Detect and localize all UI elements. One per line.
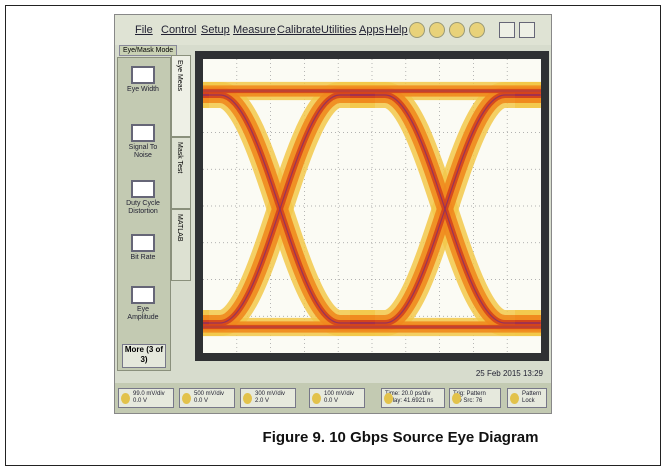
- menu-item[interactable]: File: [135, 24, 153, 36]
- measure-button[interactable]: Eye Amplitude: [121, 286, 165, 322]
- channel-button[interactable]: 300 mV/div 2.0 V: [240, 388, 296, 408]
- measure-button[interactable]: Duty Cycle Distortion: [121, 180, 165, 216]
- page: {"menu": {"items": ["File", "Control", "…: [0, 0, 666, 472]
- toolbar-icon[interactable]: [469, 22, 485, 38]
- button-label: Eye Width: [127, 86, 159, 93]
- channel-button[interactable]: 100 mV/div 0.0 V: [309, 388, 365, 408]
- channel-button[interactable]: 99.0 mV/div 0.0 V: [118, 388, 174, 408]
- measure-panel: Eye Width Signal To Noise Duty Cycle Dis…: [117, 57, 171, 371]
- restore-button[interactable]: [519, 22, 535, 38]
- tab-label: MATLAB: [176, 214, 183, 242]
- button-label: Bit Rate: [131, 254, 156, 261]
- channel-button[interactable]: 500 mV/div 0.0 V: [179, 388, 235, 408]
- tab[interactable]: Mask Test: [171, 137, 191, 209]
- more-button[interactable]: More (3 of 3): [122, 344, 166, 368]
- menu-item[interactable]: Setup: [201, 24, 230, 36]
- menu-item[interactable]: Control: [161, 24, 196, 36]
- menu-item[interactable]: Utilities: [321, 24, 356, 36]
- toolbar-icon[interactable]: [409, 22, 425, 38]
- toolbar-icon[interactable]: [429, 22, 445, 38]
- tab-label: Mask Test: [176, 142, 183, 173]
- tab-label: Eye Meas: [176, 60, 183, 91]
- measure-button[interactable]: Bit Rate: [121, 234, 165, 262]
- measure-button[interactable]: Signal To Noise: [121, 124, 165, 160]
- status-bar: 99.0 mV/div 0.0 V 500 mV/div 0.0 V 300 m…: [115, 383, 551, 413]
- button-label: Signal To Noise: [129, 144, 158, 159]
- timestamp: 25 Feb 2015 13:29: [476, 369, 543, 378]
- measure-button[interactable]: Eye Width: [121, 66, 165, 94]
- timebase-button[interactable]: Time: 20.0 ps/div Delay: 41.6921 ns: [381, 388, 445, 408]
- menu-item[interactable]: Calibrate: [277, 24, 321, 36]
- scope-display: [195, 51, 549, 361]
- trigger-button[interactable]: Trig: Pattern CD Src: 76: [449, 388, 501, 408]
- menu-item[interactable]: Measure: [233, 24, 276, 36]
- toolbar-icon[interactable]: [449, 22, 465, 38]
- menu-item[interactable]: Apps: [359, 24, 384, 36]
- menu-bar: File Control Setup Measure Calibrate Uti…: [115, 15, 551, 45]
- menu-item[interactable]: Help: [385, 24, 408, 36]
- tab[interactable]: Eye Meas: [171, 55, 191, 137]
- button-label: Duty Cycle Distortion: [126, 200, 160, 215]
- scope-screenshot: File Control Setup Measure Calibrate Uti…: [114, 14, 552, 414]
- tab[interactable]: MATLAB: [171, 209, 191, 281]
- figure-caption: Figure 9. 10 Gbps Source Eye Diagram: [0, 429, 666, 446]
- pattern-lock-button[interactable]: Pattern Lock: [507, 388, 547, 408]
- button-label: Eye Amplitude: [127, 306, 158, 321]
- eye-diagram: [195, 51, 549, 361]
- minimize-button[interactable]: [499, 22, 515, 38]
- mode-label: Eye/Mask Mode: [119, 45, 177, 56]
